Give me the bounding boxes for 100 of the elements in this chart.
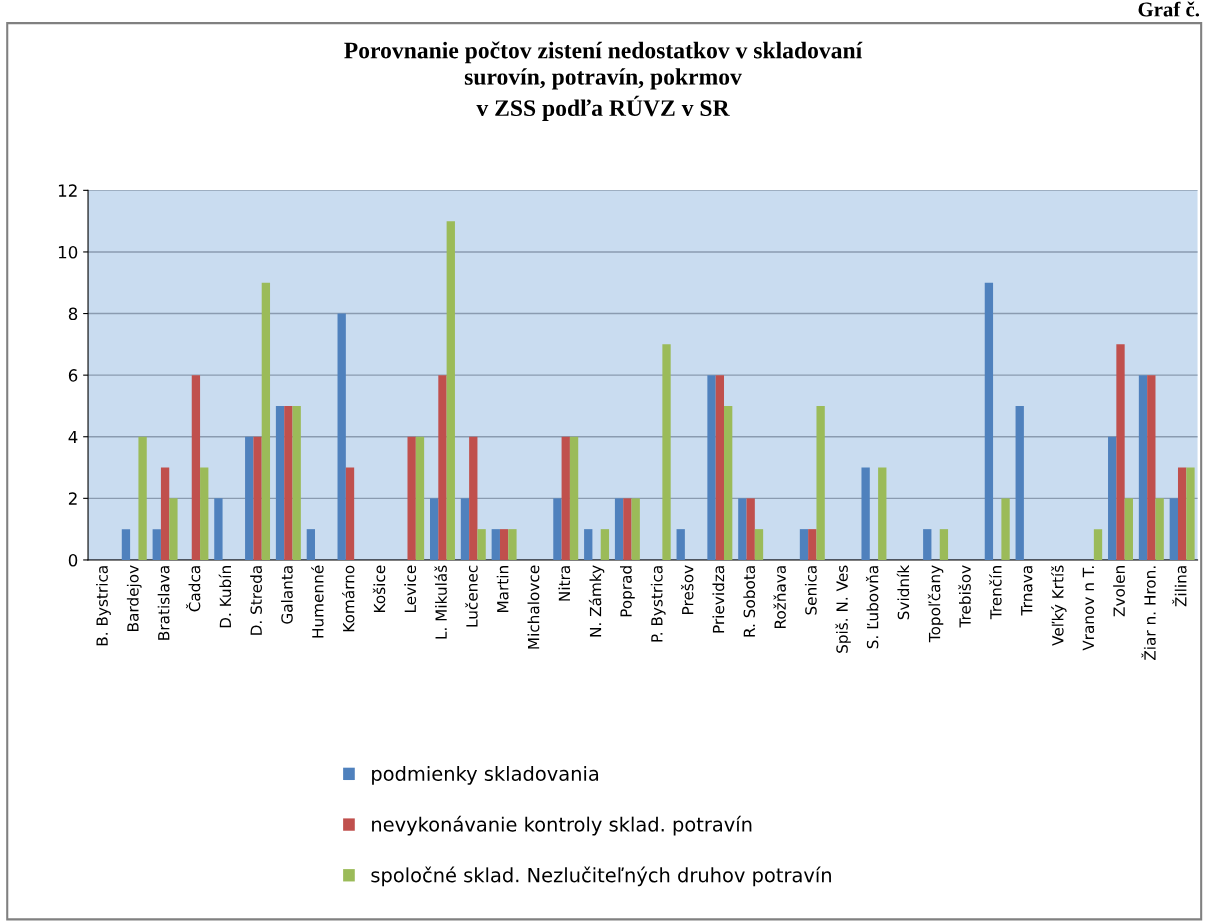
bar (253, 436, 262, 560)
x-tick-label: Trnava (1021, 566, 1033, 616)
bar (499, 529, 509, 560)
bar (1093, 529, 1103, 560)
bar (345, 467, 355, 560)
bar (561, 436, 570, 560)
bar (808, 529, 817, 560)
x-tick-label: B. Bystrica (96, 566, 111, 646)
x-tick-label: Svidník (896, 564, 910, 620)
x-tick-label: Trebišov (958, 565, 971, 628)
bar (878, 467, 887, 560)
bar (984, 282, 994, 560)
x-tick-label: S. Ľubovňa (865, 566, 879, 649)
x-tick-label: D. Streda (250, 566, 262, 635)
bar (1147, 375, 1156, 560)
x-tick-label: Lučenec (465, 565, 478, 627)
x-tick-label: Prievidza (712, 566, 725, 633)
chart-title: Porovnanie počtov zistení nedostatkov v skladovaní surovín, potravín, pokrmov v ZSS podľa RÚVZ v SR (344, 41, 863, 121)
bar (191, 375, 201, 560)
bar (306, 529, 316, 560)
x-tick-label: Michalovce (527, 565, 540, 649)
x-tick-label: Senica (804, 566, 817, 615)
bar (245, 436, 254, 560)
bar (553, 498, 562, 560)
bar (600, 529, 610, 560)
x-tick-label: Levice (404, 565, 417, 613)
bar (662, 344, 671, 560)
bar (623, 498, 632, 560)
bar (1169, 498, 1178, 560)
bar (1186, 467, 1195, 560)
bar (1116, 344, 1125, 560)
bar (707, 375, 716, 560)
bar (738, 498, 747, 560)
bar (1138, 375, 1148, 560)
bar (121, 529, 131, 560)
bar (584, 529, 593, 560)
bar (169, 498, 178, 560)
bar (1124, 498, 1133, 560)
y-tick-label: 8 (68, 307, 78, 321)
x-tick-label: P. Bystrica (650, 566, 666, 642)
bar (160, 467, 170, 560)
bar (152, 529, 161, 560)
x-tick-label: Čadca (185, 566, 201, 612)
bar (275, 405, 285, 560)
bar (939, 529, 949, 560)
bar (337, 313, 346, 560)
bar (1001, 498, 1010, 560)
x-tick-label: Poprad (619, 566, 635, 617)
bar (200, 467, 209, 560)
legend-label: nevykonávanie kontroly sklad. potravín (372, 815, 752, 836)
x-tick-label: Veľký Krtíš (1051, 565, 1067, 646)
bar (746, 498, 755, 560)
x-tick-label: L. Mikuláš (434, 565, 447, 639)
x-tick-label: Topoľčany (927, 565, 944, 643)
bar (715, 375, 725, 560)
x-tick-label: Bratislava (157, 566, 170, 640)
bar (407, 436, 416, 560)
bar (754, 529, 764, 560)
bar (491, 529, 500, 560)
x-tick-label: Košice (372, 565, 386, 612)
bar (261, 282, 271, 560)
bar (284, 405, 293, 560)
text: Graf č. (1138, 1, 1200, 17)
bar (508, 529, 517, 560)
bar (799, 529, 809, 560)
bar (614, 498, 624, 560)
bar (923, 529, 932, 560)
y-tick-label: 4 (68, 430, 78, 444)
bar (816, 405, 825, 560)
x-tick-label: Rožňava (773, 566, 786, 629)
y-tick-label: 0 (68, 553, 78, 567)
x-tick-label: Trenčín (989, 566, 1002, 620)
x-tick-label: D. Kubín (218, 566, 232, 628)
x-tick-label: Vranov n T. (1082, 566, 1095, 651)
x-tick-label: Humenné (311, 565, 324, 638)
bar (1108, 436, 1117, 560)
bar (460, 498, 470, 560)
x-tick-label: Žiar n. Hron. (1141, 566, 1156, 661)
bar (569, 436, 579, 560)
x-tick-label: R. Sobota (743, 566, 756, 637)
bar (469, 436, 478, 560)
bar (724, 405, 733, 560)
x-tick-label: Komárno (342, 565, 355, 632)
bar (415, 436, 425, 560)
y-tick-label: 6 (68, 369, 78, 382)
bar (292, 405, 301, 560)
bar (214, 498, 223, 560)
x-tick-label: Galanta (280, 566, 293, 624)
bar (138, 436, 147, 560)
bar (1155, 498, 1164, 560)
x-tick-label: Žilina (1172, 566, 1187, 607)
bar (676, 529, 685, 560)
y-tick-label: 2 (68, 492, 77, 505)
x-tick-label: N. Zámky (588, 565, 605, 637)
bar (861, 467, 870, 560)
bar (477, 529, 486, 560)
legend-label: spoločné sklad. Nezlučiteľných druhov potravín (371, 866, 831, 887)
x-tick-label: Spiš. N. Ves (835, 565, 851, 653)
bar (438, 375, 447, 560)
bar (1015, 405, 1024, 560)
